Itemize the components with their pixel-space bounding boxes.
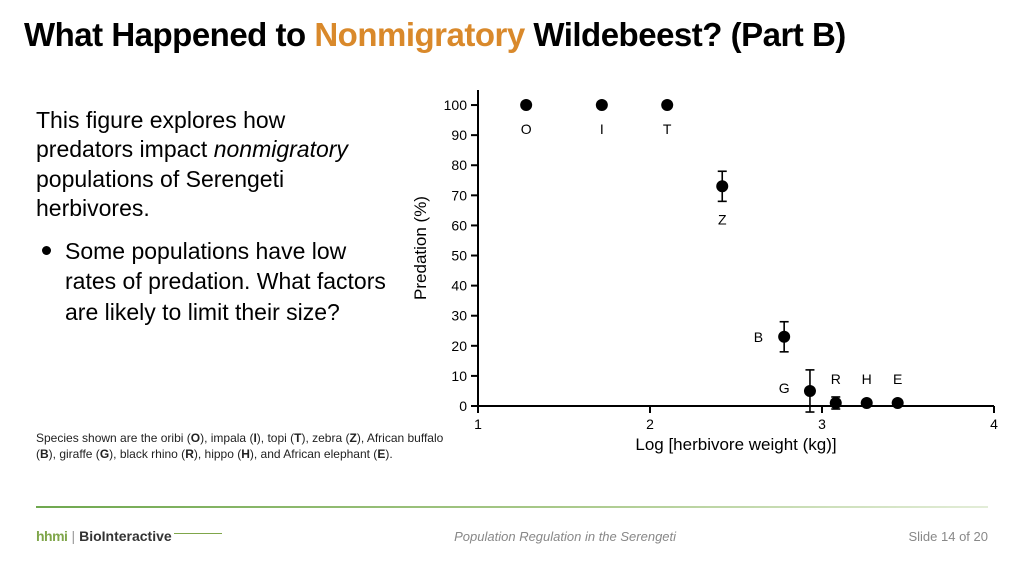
logo-underline: [174, 533, 222, 534]
svg-text:60: 60: [451, 217, 467, 233]
svg-text:O: O: [521, 121, 532, 137]
footer-title: Population Regulation in the Serengeti: [454, 529, 676, 544]
footer-logo: hhmi|BioInteractive: [36, 528, 222, 544]
svg-text:G: G: [779, 380, 790, 396]
svg-text:70: 70: [451, 187, 467, 203]
title-post: Wildebeest? (Part B): [525, 16, 846, 53]
svg-text:3: 3: [818, 416, 826, 432]
footer-rule: [36, 506, 988, 508]
svg-text:80: 80: [451, 157, 467, 173]
para-post: populations of Serengeti herbivores.: [36, 166, 284, 221]
bullet-text: Some populations have low rates of preda…: [65, 236, 388, 327]
svg-text:50: 50: [451, 248, 467, 264]
logo-sep: |: [67, 528, 79, 544]
svg-text:I: I: [600, 121, 604, 137]
svg-text:20: 20: [451, 338, 467, 354]
bullet-item: Some populations have low rates of preda…: [36, 236, 388, 327]
slide-title: What Happened to Nonmigratory Wildebeest…: [24, 16, 1000, 54]
svg-text:T: T: [663, 121, 672, 137]
species-caption: Species shown are the oribi (O), impala …: [36, 430, 456, 462]
intro-paragraph: This figure explores how predators impac…: [36, 106, 388, 224]
logo-biointeractive: BioInteractive: [79, 528, 172, 544]
svg-text:1: 1: [474, 416, 482, 432]
bullet-list: Some populations have low rates of preda…: [36, 236, 388, 327]
title-highlight: Nonmigratory: [314, 16, 524, 53]
svg-text:E: E: [893, 371, 902, 387]
svg-text:R: R: [831, 371, 841, 387]
footer-page: Slide 14 of 20: [908, 529, 988, 544]
svg-text:30: 30: [451, 308, 467, 324]
svg-text:90: 90: [451, 127, 467, 143]
predation-chart: 0 10 20 30 40 50 60 70 80 90 100 1 2 3 4 Log [herbivore…: [404, 76, 1004, 476]
logo-hhmi: hhmi: [36, 528, 67, 544]
svg-text:40: 40: [451, 278, 467, 294]
svg-text:10: 10: [451, 368, 467, 384]
svg-text:100: 100: [444, 97, 468, 113]
svg-text:Predation (%): Predation (%): [411, 196, 430, 300]
footer: hhmi|BioInteractive Population Regulatio…: [36, 516, 988, 556]
svg-text:Log [herbivore weight (kg)]: Log [herbivore weight (kg)]: [635, 435, 836, 454]
title-pre: What Happened to: [24, 16, 314, 53]
svg-text:2: 2: [646, 416, 654, 432]
para-em: nonmigratory: [214, 136, 348, 162]
slide: What Happened to Nonmigratory Wildebeest…: [0, 0, 1024, 576]
svg-text:B: B: [754, 329, 763, 345]
bullet-dot-icon: [42, 246, 51, 255]
svg-text:0: 0: [459, 398, 467, 414]
svg-text:Z: Z: [718, 211, 727, 227]
svg-text:4: 4: [990, 416, 998, 432]
svg-text:H: H: [862, 371, 872, 387]
